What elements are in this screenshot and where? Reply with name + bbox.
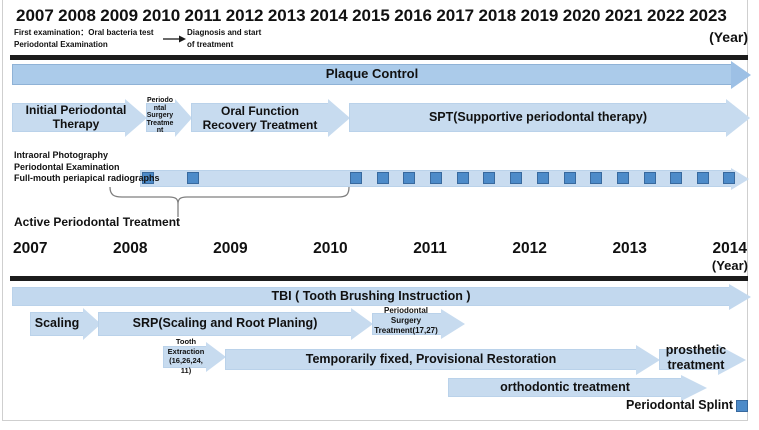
oral-function-label: Oral Function Recovery Treatment (202, 103, 318, 132)
active-treatment-label: Active Periodontal Treatment (14, 215, 181, 229)
active-treatment-brace-icon (109, 186, 350, 217)
exam-methods-label: Intraoral Photography Periodontal Examin… (14, 150, 160, 183)
srp-label: SRP(Scaling and Root Planing) (132, 316, 318, 331)
year-label: 2017 (436, 6, 475, 25)
arrow-head-icon (328, 98, 350, 137)
year-label: 2015 (352, 6, 390, 25)
splint-label: Periodontal Splint (626, 398, 733, 412)
year-label: 2022 (646, 6, 685, 25)
year-label: 2009 (213, 240, 248, 257)
arrow-head-icon (681, 374, 707, 401)
spt-arrow: SPT(Supportive periodontal therapy) (349, 98, 750, 137)
year-label: 2007 (16, 6, 54, 25)
perio-surgery-arrow (372, 309, 465, 339)
spt-label: SPT(Supportive periodontal therapy) (428, 109, 648, 124)
year-label: 2008 (113, 240, 148, 257)
arrow-head-icon (441, 309, 465, 339)
year-label: 2016 (394, 6, 433, 25)
arrow-head-icon (731, 167, 749, 190)
exam-marker (142, 172, 154, 184)
arrow-head-icon (718, 344, 746, 375)
top-year-unit: (Year) (709, 29, 748, 45)
exam-marker (510, 172, 522, 184)
year-label: 2018 (478, 6, 517, 25)
year-label: 2011 (413, 240, 447, 257)
year-label: 2013 (267, 6, 306, 25)
exam-marker (564, 172, 576, 184)
arrow-head-icon (726, 98, 750, 137)
srp-arrow: SRP(Scaling and Root Planing) (98, 308, 373, 340)
year-label: 2010 (313, 240, 348, 257)
year-label: 2012 (512, 240, 547, 257)
year-label: 2014 (309, 6, 348, 25)
plaque-control-arrow: Plaque Control (12, 60, 751, 89)
first-exam-note: First examination：Oral bacteria test (14, 28, 154, 37)
exam-marker (697, 172, 709, 184)
year-label: 2023 (689, 6, 727, 25)
year-label: 2007 (13, 240, 48, 257)
exam-marker (483, 172, 495, 184)
tbi-label: TBI ( Tooth Brushing Instruction ) (271, 288, 471, 303)
top-divider-rule (10, 55, 748, 60)
tooth-extraction-label: Tooth Extraction (16,26,24, 11) (167, 337, 205, 375)
initial-therapy-label: Initial Periodontal Therapy (25, 102, 127, 131)
perio-exam-note: Periodontal Examination (14, 40, 108, 49)
perio-surgery-small-label: Periodo ntal Surgery Treatme nt (146, 97, 174, 135)
arrow-head-icon (125, 98, 147, 137)
arrow-head-icon (351, 308, 373, 340)
arrow-head-icon (83, 308, 101, 340)
mid-divider-rule (10, 276, 748, 281)
scaling-label: Scaling (34, 316, 80, 331)
tooth-extraction-arrow (163, 342, 226, 372)
year-label: 2019 (520, 6, 559, 25)
scaling-arrow: Scaling (30, 308, 101, 340)
mid-year-unit: (Year) (711, 258, 748, 273)
oral-function-arrow: Oral Function Recovery Treatment (191, 98, 350, 137)
top-year-scale: 2007 2008 2009 2010 2011 2012 2013 2014 … (16, 6, 727, 26)
exam-marker (457, 172, 469, 184)
temporary-restoration-label: Temporarily fixed, Provisional Restorati… (305, 351, 557, 366)
exam-marker (350, 172, 362, 184)
year-label: 2009 (100, 6, 139, 25)
prosthetic-label: prosthetic treatment (665, 343, 727, 372)
tbi-arrow: TBI ( Tooth Brushing Instruction ) (12, 283, 751, 310)
exam-marker (644, 172, 656, 184)
diagnosis-note: Diagnosis and start of treatment (187, 28, 262, 49)
splint-marker (736, 400, 748, 412)
orthodontic-arrow: orthodontic treatment (448, 374, 707, 401)
temporary-restoration-arrow: Temporarily fixed, Provisional Restorati… (225, 344, 660, 375)
orthodontic-label: orthodontic treatment (500, 379, 630, 394)
exam-marker (617, 172, 629, 184)
figure-border (2, 0, 748, 421)
initial-therapy-arrow (12, 98, 147, 137)
exam-marker (670, 172, 682, 184)
year-label: 2021 (604, 6, 643, 25)
flow-arrow-icon (163, 35, 186, 43)
year-label: 2011 (184, 6, 222, 25)
year-label: 2013 (612, 240, 647, 257)
arrow-head-icon (729, 283, 751, 310)
exam-marker (403, 172, 415, 184)
year-label: 2008 (58, 6, 96, 25)
year-label: 2014 (712, 240, 747, 257)
arrow-head-icon (636, 344, 660, 375)
arrow-head-icon (731, 60, 751, 89)
year-label: 2020 (562, 6, 601, 25)
perio-surgery-small-arrow (146, 98, 192, 137)
prosthetic-arrow (659, 344, 746, 375)
mid-year-scale: 2007 2008 2009 2010 2011 2012 2013 2014 (13, 240, 747, 258)
exam-marker (187, 172, 199, 184)
year-label: 2010 (142, 6, 181, 25)
exam-marker (377, 172, 389, 184)
exam-marker (537, 172, 549, 184)
arrow-head-icon (175, 98, 192, 137)
exam-marker (723, 172, 735, 184)
exam-marker (430, 172, 442, 184)
plaque-control-label: Plaque Control (325, 66, 419, 82)
exam-marker (590, 172, 602, 184)
perio-surgery-label: Periodontal Surgery Treatment(17,27) (374, 306, 438, 335)
year-label: 2012 (225, 6, 264, 25)
arrow-head-icon (206, 342, 226, 372)
